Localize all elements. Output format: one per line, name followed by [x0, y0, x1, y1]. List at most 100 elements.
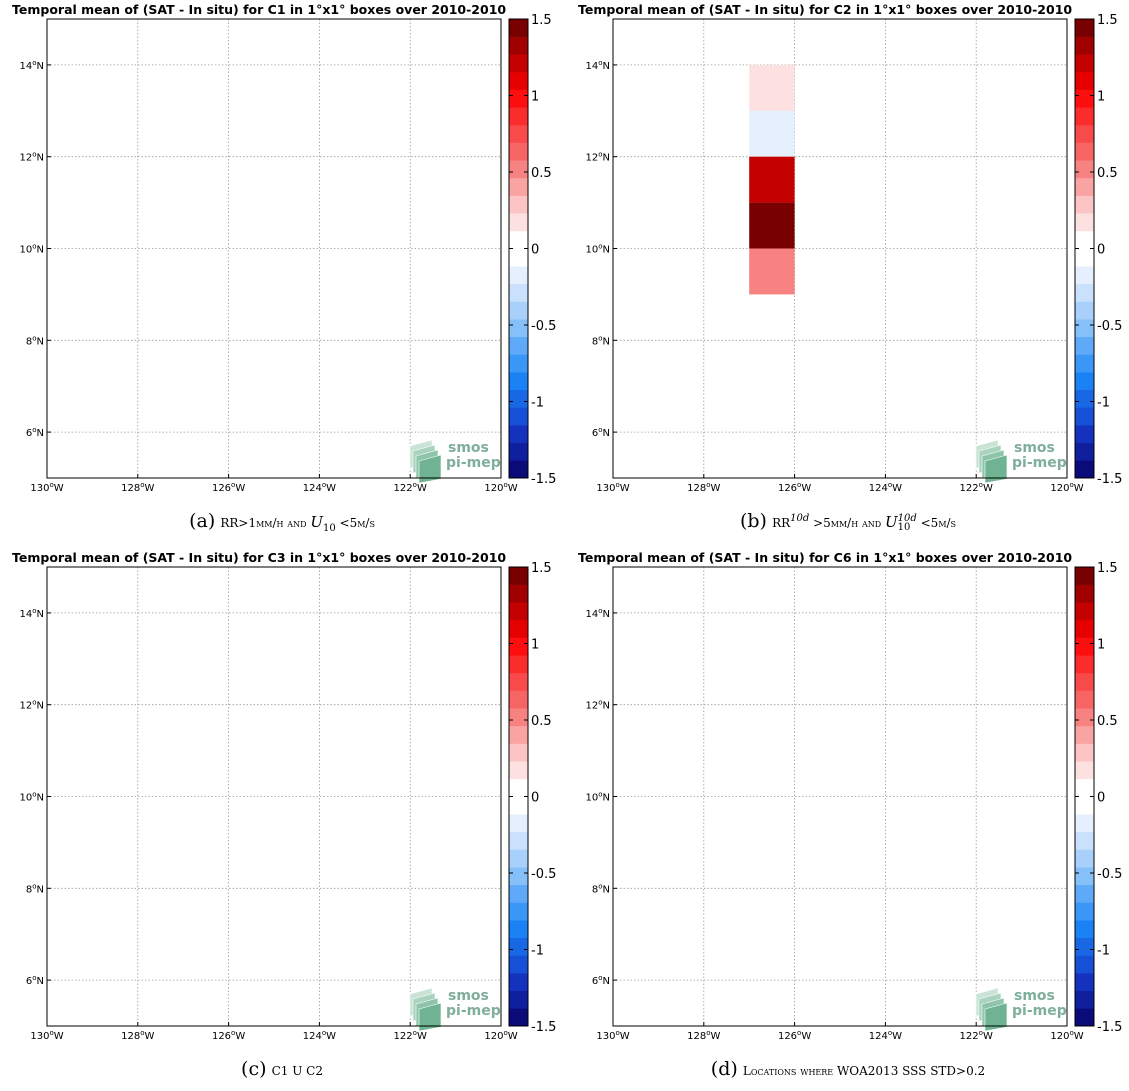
caption-c-letter: (c): [241, 1058, 267, 1080]
colorbar-bin: [509, 602, 528, 621]
y-tick-label: 14oN: [585, 607, 610, 620]
caption-a: (a) RR>1mm/h and U10 <5m/s: [0, 510, 564, 534]
y-tick-label: 6oN: [26, 426, 44, 439]
colorbar-bin: [1075, 867, 1094, 886]
colorbar-bin: [509, 814, 528, 833]
colorbar-bin: [1075, 71, 1094, 90]
colorbar-tick-label: 0: [1097, 243, 1105, 258]
colorbar-tick-label: -1.5: [1097, 472, 1122, 487]
caption-c-text: C1 U C2: [271, 1064, 323, 1078]
colorbar-bin: [509, 725, 528, 744]
x-tick-label: 128oW: [687, 481, 720, 494]
colorbar-bin: [1075, 442, 1094, 461]
colorbar-bin: [1075, 1008, 1094, 1027]
x-tick-label: 120oW: [1050, 1029, 1083, 1042]
chart-c-grid: [46, 567, 502, 1026]
colorbar-bin: [1075, 19, 1094, 37]
x-tick-label: 130oW: [596, 481, 629, 494]
colorbar-bin: [1075, 354, 1094, 373]
colorbar-bin: [1075, 460, 1094, 479]
y-tick-label: 6oN: [592, 426, 610, 439]
colorbar-bin: [509, 655, 528, 674]
colorbar-tick-label: 0: [1097, 791, 1105, 806]
colorbar-bin: [509, 177, 528, 196]
heat-cell: [749, 202, 795, 249]
caption-a-letter: (a): [189, 510, 216, 532]
panel-d: Temporal mean of (SAT - In situ) for C6 …: [566, 548, 1129, 1091]
colorbar-tick-label: 0.5: [531, 714, 552, 729]
colorbar-bin: [509, 708, 528, 727]
x-tick-label: 124oW: [869, 481, 902, 494]
chart-c-colorbar: 1.5 1 0.5 0 -0.5 -1 -1.5: [508, 561, 556, 1035]
x-tick-label: 122oW: [394, 1029, 427, 1042]
chart-d-yticks: 6oN 8oN 10oN 12oN 14oN: [585, 607, 610, 987]
logo-line2: pi-mep: [1012, 1003, 1067, 1019]
logo-line1: smos: [1014, 988, 1055, 1004]
x-tick-label: 124oW: [303, 481, 336, 494]
colorbar-tick-label: -1.5: [531, 1020, 556, 1035]
y-tick-label: 12oN: [19, 699, 44, 712]
chart-d-svg: Temporal mean of (SAT - In situ) for C6 …: [578, 550, 1122, 1042]
caption-b-mid: >5mm/h and: [809, 516, 886, 530]
colorbar-bin: [509, 849, 528, 868]
colorbar-bin: [1075, 336, 1094, 355]
logo-line1: smos: [1014, 440, 1055, 456]
colorbar-bin: [509, 937, 528, 956]
caption-d-letter: (d): [710, 1058, 738, 1080]
caption-d: (d) Locations where WOA2013 SSS STD>0.2: [566, 1058, 1129, 1080]
colorbar-bin: [1075, 301, 1094, 320]
colorbar-bin: [509, 354, 528, 373]
chart-b-frame: [612, 18, 1068, 479]
y-tick-label: 6oN: [26, 974, 44, 987]
colorbar-bin: [509, 955, 528, 974]
colorbar-tick-label: 0.5: [1097, 166, 1118, 181]
y-tick-label: 12oN: [19, 151, 44, 164]
x-tick-label: 122oW: [960, 1029, 993, 1042]
colorbar-tick-label: 1.5: [1097, 561, 1118, 576]
colorbar-bin: [509, 672, 528, 691]
logo-line2: pi-mep: [446, 455, 501, 471]
colorbar-bin: [1075, 372, 1094, 391]
colorbar-bin: [509, 248, 528, 267]
caption-d-text: Locations where WOA2013 SSS STD>0.2: [742, 1064, 986, 1078]
colorbar-bin: [509, 124, 528, 143]
logo-line2: pi-mep: [446, 1003, 501, 1019]
y-tick-label: 8oN: [26, 334, 44, 347]
heat-cell: [749, 64, 795, 111]
x-tick-label: 128oW: [687, 1029, 720, 1042]
colorbar-bin: [1075, 884, 1094, 903]
heat-cell: [749, 156, 795, 203]
colorbar-bin: [509, 796, 528, 815]
y-tick-label: 10oN: [585, 243, 610, 256]
colorbar-bin: [509, 19, 528, 37]
y-tick-label: 8oN: [26, 882, 44, 895]
colorbar-tick-label: 1.5: [531, 13, 552, 28]
chart-a-colorbar: 1.5 1 0.5 0 -0.5 -1 -1.5: [508, 13, 556, 487]
logo-layer: [418, 1002, 442, 1032]
x-tick-label: 130oW: [30, 481, 63, 494]
colorbar-bin: [1075, 708, 1094, 727]
chart-c-yticks: 6oN 8oN 10oN 12oN 14oN: [19, 607, 44, 987]
y-tick-label: 10oN: [585, 791, 610, 804]
chart-b-colorbar: 1.5 1 0.5 0 -0.5 -1 -1.5: [1074, 13, 1122, 487]
caption-b: (b) RR10d >5mm/h and U 10d 10 <5m/s: [566, 510, 1129, 532]
chart-a-frame: [46, 18, 502, 479]
colorbar-bin: [1075, 743, 1094, 762]
chart-b-yticks: 6oN 8oN 10oN 12oN 14oN: [585, 59, 610, 439]
colorbar-tick-label: -1: [531, 944, 544, 959]
colorbar-tick-label: 1.5: [531, 561, 552, 576]
colorbar-bin: [509, 567, 528, 585]
x-tick-label: 128oW: [121, 1029, 154, 1042]
colorbar-bin: [509, 36, 528, 55]
colorbar-bin: [1075, 213, 1094, 232]
chart-b-title: Temporal mean of (SAT - In situ) for C2 …: [578, 2, 1072, 17]
y-tick-label: 14oN: [19, 59, 44, 72]
colorbar-bin: [509, 743, 528, 762]
colorbar-bin: [1075, 248, 1094, 267]
